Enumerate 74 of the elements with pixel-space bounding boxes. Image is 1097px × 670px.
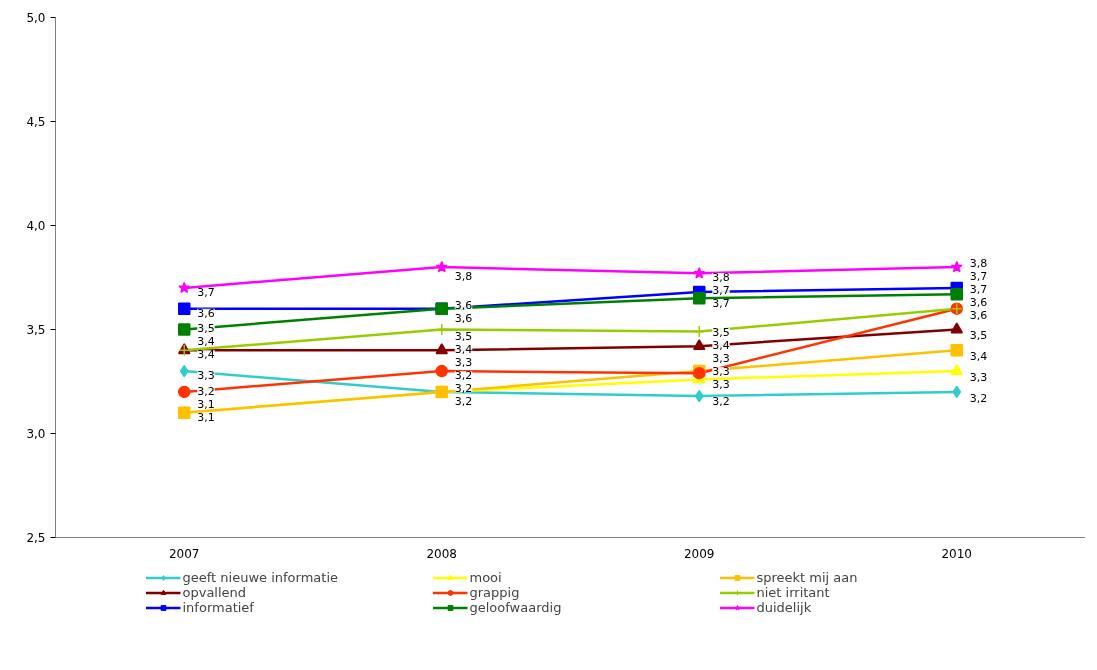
legend-label: niet irritant <box>756 584 831 600</box>
data-label: 3,7 <box>969 269 988 283</box>
data-label: 3,6 <box>969 295 988 309</box>
legend-label: grappig <box>469 584 521 600</box>
point <box>952 385 962 399</box>
point <box>950 322 963 334</box>
data-label: 3,2 <box>454 382 473 396</box>
legend-label: geeft nieuwe informatie <box>182 569 339 585</box>
point <box>178 385 191 399</box>
point <box>950 287 963 301</box>
data-label: 3,7 <box>197 285 215 299</box>
data-label: 3,3 <box>969 370 988 384</box>
data-label: 3,4 <box>197 348 215 362</box>
y-tick-label: 3,5 <box>26 323 46 337</box>
data-label: 3,3 <box>197 369 215 383</box>
data-label: 3,6 <box>454 311 473 325</box>
data-label: 3,3 <box>712 378 730 392</box>
data-label: 3,7 <box>712 296 730 310</box>
data-label: 3,5 <box>454 330 473 344</box>
point <box>178 281 191 294</box>
data-label: 3,8 <box>712 270 730 284</box>
y-tick-label: 4,0 <box>26 219 46 233</box>
data-label: 3,8 <box>969 256 988 270</box>
point <box>693 325 706 338</box>
point <box>693 292 706 305</box>
data-label: 3,3 <box>454 356 473 370</box>
point <box>178 302 191 315</box>
y-tick-label: 2,5 <box>26 531 46 545</box>
point <box>178 323 191 336</box>
data-label: 3,2 <box>454 369 473 383</box>
data-label: 3,4 <box>712 339 730 353</box>
legend-label: duidelijk <box>756 599 813 615</box>
data-label: 3,1 <box>197 410 215 424</box>
data-label: 3,1 <box>197 397 215 411</box>
data-label: 3,2 <box>969 391 988 405</box>
data-label: 3,6 <box>197 306 215 320</box>
point <box>435 364 448 378</box>
data-label: 3,8 <box>454 270 473 284</box>
point <box>694 389 704 403</box>
legend-label: spreekt mij aan <box>756 569 859 585</box>
point <box>179 364 189 378</box>
data-label: 3,4 <box>454 343 473 357</box>
data-label: 3,4 <box>197 335 215 349</box>
x-tick-label: 2008 <box>426 546 458 561</box>
legend-label: mooi <box>469 569 503 585</box>
point <box>950 260 963 273</box>
point <box>435 323 448 336</box>
y-tick-label: 5,0 <box>26 11 46 25</box>
y-tick-label: 4,5 <box>26 115 46 129</box>
y-tick-label: 3,0 <box>26 427 46 441</box>
data-label: 3,2 <box>197 384 215 398</box>
point <box>435 260 448 273</box>
point <box>435 343 448 355</box>
data-label: 3,5 <box>712 326 730 340</box>
data-label: 3,3 <box>712 365 730 379</box>
data-label: 3,2 <box>712 394 730 408</box>
data-label: 3,4 <box>969 350 988 364</box>
data-label: 3,7 <box>969 282 988 296</box>
data-label: 3,7 <box>712 283 730 297</box>
point <box>693 267 706 279</box>
data-label: 3,5 <box>969 329 988 343</box>
data-label: 3,6 <box>969 308 988 322</box>
point <box>950 344 963 357</box>
x-tick-label: 2009 <box>683 546 715 561</box>
legend-label: informatief <box>182 599 255 615</box>
x-tick-label: 2007 <box>168 546 200 561</box>
data-label: 3,6 <box>454 298 473 312</box>
legend-label: geloofwaardig <box>469 599 563 615</box>
data-label: 3,5 <box>197 322 215 336</box>
data-label: 3,3 <box>712 352 730 366</box>
point <box>693 339 706 351</box>
x-tick-label: 2010 <box>941 546 973 561</box>
data-label: 3,2 <box>454 395 473 409</box>
legend-label: opvallend <box>182 584 248 600</box>
